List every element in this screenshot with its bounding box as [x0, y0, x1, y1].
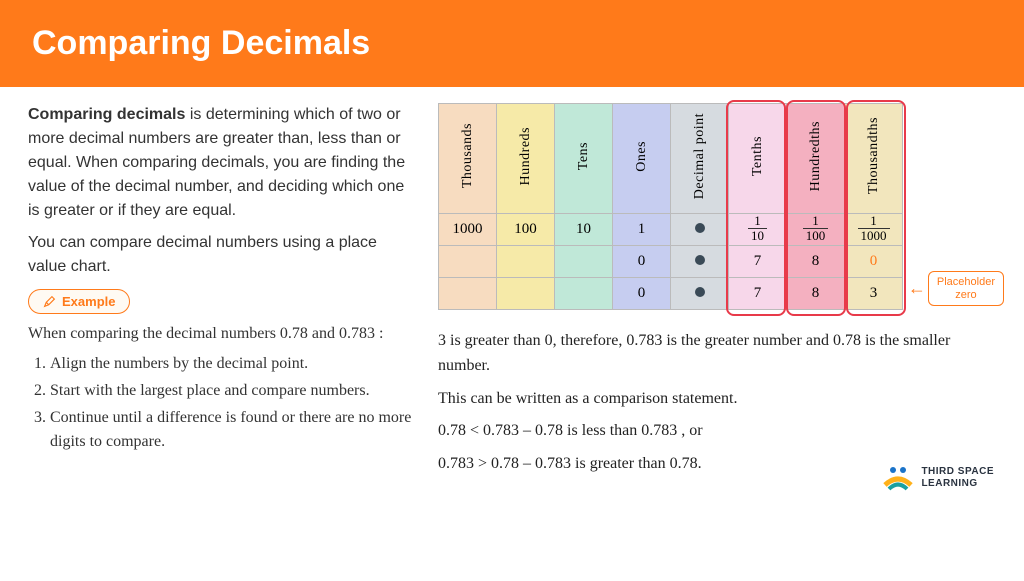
decimal-dot-icon	[695, 223, 705, 233]
chart-sentence: You can compare decimal numbers using a …	[28, 231, 418, 279]
placeholder-zero-cell: 0	[845, 246, 903, 278]
col-hundreds: Hundreds	[518, 127, 534, 185]
conclusion-1: 3 is greater than 0, therefore, 0.783 is…	[438, 329, 1000, 379]
page-title: Comparing Decimals	[32, 24, 992, 63]
col-thousandths: Thousandths	[866, 117, 882, 194]
pv-header-row: Thousands Hundreds Tens Ones Decimal poi…	[439, 104, 903, 214]
example-label: Example	[62, 294, 115, 309]
col-decimal-point: Decimal point	[692, 113, 708, 199]
step-item: Continue until a difference is found or …	[50, 406, 418, 456]
brand-logo: THIRD SPACELEARNING	[883, 465, 994, 491]
pencil-icon	[43, 295, 56, 308]
placeholder-zero-callout: ← Placeholderzero	[908, 271, 1004, 306]
col-ones: Ones	[634, 141, 650, 172]
place-value-chart: Thousands Hundreds Tens Ones Decimal poi…	[438, 103, 903, 324]
col-tenths: Tenths	[750, 136, 766, 176]
col-hundredths: Hundredths	[808, 121, 824, 191]
pv-value-row: 1000 100 10 1 110 1100 11000	[439, 214, 903, 246]
pv-table: Thousands Hundreds Tens Ones Decimal poi…	[438, 103, 903, 310]
col-tens: Tens	[576, 142, 592, 170]
intro-paragraph: Comparing decimals is determining which …	[28, 103, 418, 223]
header-bar: Comparing Decimals	[0, 0, 1024, 87]
pv-data-row-2: 0 7 8 3	[439, 278, 903, 310]
example-intro: When comparing the decimal numbers 0.78 …	[28, 322, 418, 346]
arrow-left-icon: ←	[908, 278, 926, 299]
decimal-dot-icon	[695, 287, 705, 297]
steps-list: Align the numbers by the decimal point. …	[28, 352, 418, 455]
step-item: Align the numbers by the decimal point.	[50, 352, 418, 377]
step-item: Start with the largest place and compare…	[50, 379, 418, 404]
decimal-dot-icon	[695, 255, 705, 265]
pv-data-row-1: 0 7 8 0	[439, 246, 903, 278]
intro-bold: Comparing decimals	[28, 106, 185, 123]
conclusion-2: This can be written as a comparison stat…	[438, 387, 1000, 412]
logo-icon	[883, 465, 913, 491]
right-column: Thousands Hundreds Tens Ones Decimal poi…	[438, 103, 1000, 485]
content-area: Comparing decimals is determining which …	[0, 87, 1024, 497]
left-column: Comparing decimals is determining which …	[28, 103, 418, 485]
comparison-1: 0.78 < 0.783 – 0.78 is less than 0.783 ,…	[438, 419, 1000, 444]
col-thousands: Thousands	[460, 123, 476, 188]
example-badge: Example	[28, 289, 130, 314]
